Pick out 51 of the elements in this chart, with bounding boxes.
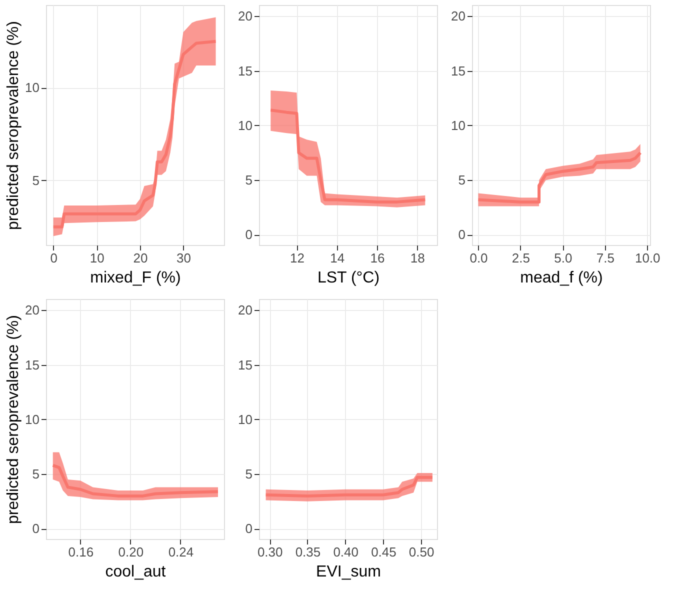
x-tick-label: 10 (90, 250, 104, 266)
y-axis-title: predicted seroprevalence (%) (5, 315, 22, 524)
y-axis-title: predicted seroprevalence (%) (5, 21, 22, 230)
y-tick-label: 5 (32, 172, 40, 188)
x-tick-label: 16 (370, 250, 385, 266)
y-tick-label: 0 (245, 521, 252, 536)
y-tick-label: 20 (451, 8, 466, 24)
y-tick-label: 10 (238, 412, 252, 427)
y-tick-label: 15 (25, 357, 40, 372)
x-tick-label: 0.30 (257, 544, 283, 560)
x-tick-label: 7.5 (596, 250, 614, 266)
y-tick-label: 20 (25, 302, 40, 318)
x-axis-title: mixed_F (%) (90, 270, 181, 286)
x-axis-title: LST (°C) (317, 270, 380, 286)
y-tick-label: 0 (32, 521, 40, 536)
x-tick-label: 0.16 (68, 544, 94, 560)
x-tick-label: 20 (133, 250, 148, 266)
y-tick-label: 20 (238, 302, 252, 318)
y-tick-label: 10 (25, 412, 40, 427)
x-tick-label: 10.0 (634, 250, 660, 266)
x-tick-label: 0.50 (408, 544, 434, 560)
y-tick-label: 15 (238, 357, 252, 372)
x-tick-label: 0.40 (333, 544, 359, 560)
x-tick-label: 18 (410, 250, 425, 266)
x-tick-label: 0.20 (118, 544, 144, 560)
x-axis-title: mead_f (%) (520, 270, 603, 286)
x-tick-label: 0.35 (295, 544, 321, 560)
y-tick-label: 5 (245, 466, 252, 482)
y-tick-label: 10 (451, 118, 466, 133)
line-series (264, 476, 434, 498)
x-tick-label: 0.24 (168, 544, 194, 560)
x-axis-title: cool_aut (105, 564, 166, 580)
x-tick-label: 2.5 (512, 250, 530, 266)
y-tick-label: 0 (458, 227, 466, 242)
x-tick-label: 12 (290, 250, 304, 266)
y-tick-label: 15 (451, 63, 466, 78)
x-tick-label: 0.45 (371, 544, 396, 560)
x-tick-label: 0.0 (470, 250, 488, 266)
x-tick-label: 14 (330, 250, 345, 266)
y-tick-label: 10 (238, 118, 252, 133)
x-tick-label: 0 (50, 250, 58, 266)
y-tick-label: 10 (25, 80, 40, 96)
y-tick-label: 5 (32, 466, 40, 482)
y-tick-label: 20 (238, 8, 252, 24)
y-tick-label: 0 (245, 227, 252, 242)
y-tick-label: 5 (458, 172, 466, 188)
x-tick-label: 30 (176, 250, 192, 266)
y-tick-label: 5 (245, 172, 252, 188)
x-axis-title: EVI_sum (316, 564, 381, 580)
x-tick-label: 5.0 (554, 250, 572, 266)
y-tick-label: 15 (238, 63, 252, 78)
